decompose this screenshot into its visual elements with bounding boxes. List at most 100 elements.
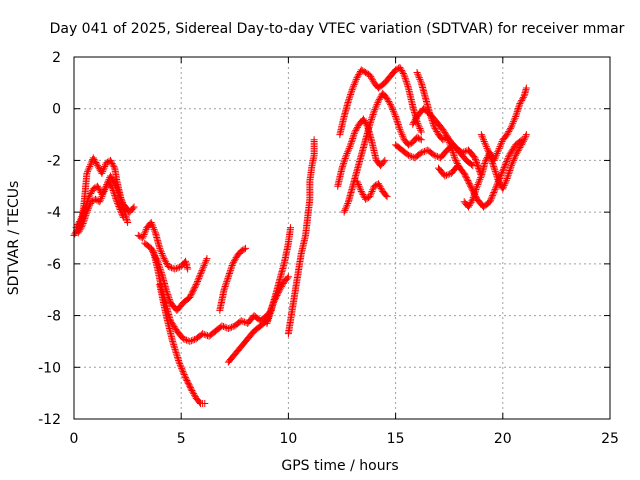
data-point-marker <box>139 232 147 240</box>
data-point-marker <box>497 141 505 149</box>
data-point-marker <box>416 150 424 158</box>
data-point-marker <box>190 391 198 399</box>
data-point-marker <box>502 176 510 184</box>
data-point-marker <box>368 114 376 122</box>
data-point-marker <box>491 167 499 175</box>
data-point-marker <box>226 268 234 276</box>
data-point-marker <box>342 203 350 211</box>
data-point-marker <box>369 112 377 120</box>
data-point-marker <box>82 211 90 219</box>
data-point-marker <box>510 118 518 126</box>
data-point-marker <box>346 94 354 102</box>
data-point-marker <box>503 156 511 164</box>
data-point-marker <box>507 124 515 132</box>
data-point-marker <box>98 193 106 201</box>
data-point-marker <box>482 143 490 151</box>
data-point <box>130 203 138 211</box>
data-point-marker <box>465 179 473 187</box>
data-point-marker <box>488 193 496 201</box>
data-point-marker <box>141 227 149 235</box>
data-point-marker <box>350 130 358 138</box>
data-point-marker <box>119 212 127 220</box>
data-point <box>351 128 359 136</box>
data-point-marker <box>178 364 186 372</box>
data-point-marker <box>346 92 354 100</box>
data-point-marker <box>350 81 358 89</box>
data-point <box>74 229 82 237</box>
data-point-marker <box>501 180 509 188</box>
data-point <box>362 195 370 203</box>
data-point-marker <box>162 258 170 266</box>
data-point <box>383 193 391 201</box>
data-point-marker <box>174 264 182 272</box>
data-point-marker <box>195 273 203 281</box>
data-point-marker <box>491 166 499 174</box>
data-point-marker <box>388 104 396 112</box>
data-point-marker <box>382 191 390 199</box>
data-point-marker <box>489 192 497 200</box>
data-point-marker <box>515 103 523 111</box>
data-point <box>98 169 106 177</box>
data-point-marker <box>519 137 527 145</box>
data-point-marker <box>105 179 113 187</box>
data-point-marker <box>79 219 87 227</box>
y-axis-label: SDTVAR / TECUs <box>6 181 22 296</box>
data-point <box>160 255 168 263</box>
data-point-marker <box>502 178 510 186</box>
data-point <box>94 162 102 170</box>
data-point <box>357 66 365 74</box>
data-point <box>482 156 490 164</box>
data-point-marker <box>481 139 489 147</box>
data-point-marker <box>518 140 526 148</box>
data-point-marker <box>416 75 424 83</box>
data-point-marker <box>183 336 191 344</box>
data-point-marker <box>141 229 149 237</box>
data-point-marker <box>443 171 451 179</box>
data-point <box>349 84 357 92</box>
data-point <box>357 187 365 195</box>
data-point <box>94 182 102 190</box>
data-point-marker <box>129 204 137 212</box>
data-point-marker <box>510 155 518 163</box>
data-point-marker <box>368 76 376 84</box>
data-point-marker <box>187 385 195 393</box>
data-point-marker <box>180 369 188 377</box>
data-point-marker <box>490 187 498 195</box>
data-point-marker <box>200 262 208 270</box>
data-point-marker <box>341 156 349 164</box>
data-point-marker <box>90 155 98 163</box>
data-point-marker <box>194 276 202 284</box>
data-point-marker <box>376 94 384 102</box>
data-point-marker <box>506 166 514 174</box>
data-point-marker <box>399 134 407 142</box>
data-point <box>181 374 189 382</box>
data-point-marker <box>376 183 384 191</box>
data-point-marker <box>401 73 409 81</box>
data-point-marker <box>157 248 165 256</box>
data-point-marker <box>517 98 525 106</box>
data-point-marker <box>372 104 380 112</box>
data-point-marker <box>498 170 506 178</box>
data-point-marker <box>489 159 497 167</box>
data-point <box>179 335 187 343</box>
data-point-marker <box>92 158 100 166</box>
data-point-marker <box>389 107 397 115</box>
data-point-marker <box>513 148 521 156</box>
data-point-marker <box>462 174 470 182</box>
data-point-marker <box>344 200 352 208</box>
data-point-marker <box>231 255 239 263</box>
data-point <box>139 234 147 242</box>
y-tick-label: -10 <box>38 360 61 376</box>
data-point <box>85 193 93 201</box>
data-point-marker <box>467 198 475 206</box>
data-point <box>467 182 475 190</box>
data-point-marker <box>363 194 371 202</box>
data-point-marker <box>519 95 527 103</box>
data-point-marker <box>367 189 375 197</box>
data-point-marker <box>352 75 360 83</box>
data-point <box>512 151 520 159</box>
data-point-marker <box>101 184 109 192</box>
data-point <box>495 146 503 154</box>
data-point-marker <box>493 150 501 158</box>
data-point <box>263 319 271 327</box>
